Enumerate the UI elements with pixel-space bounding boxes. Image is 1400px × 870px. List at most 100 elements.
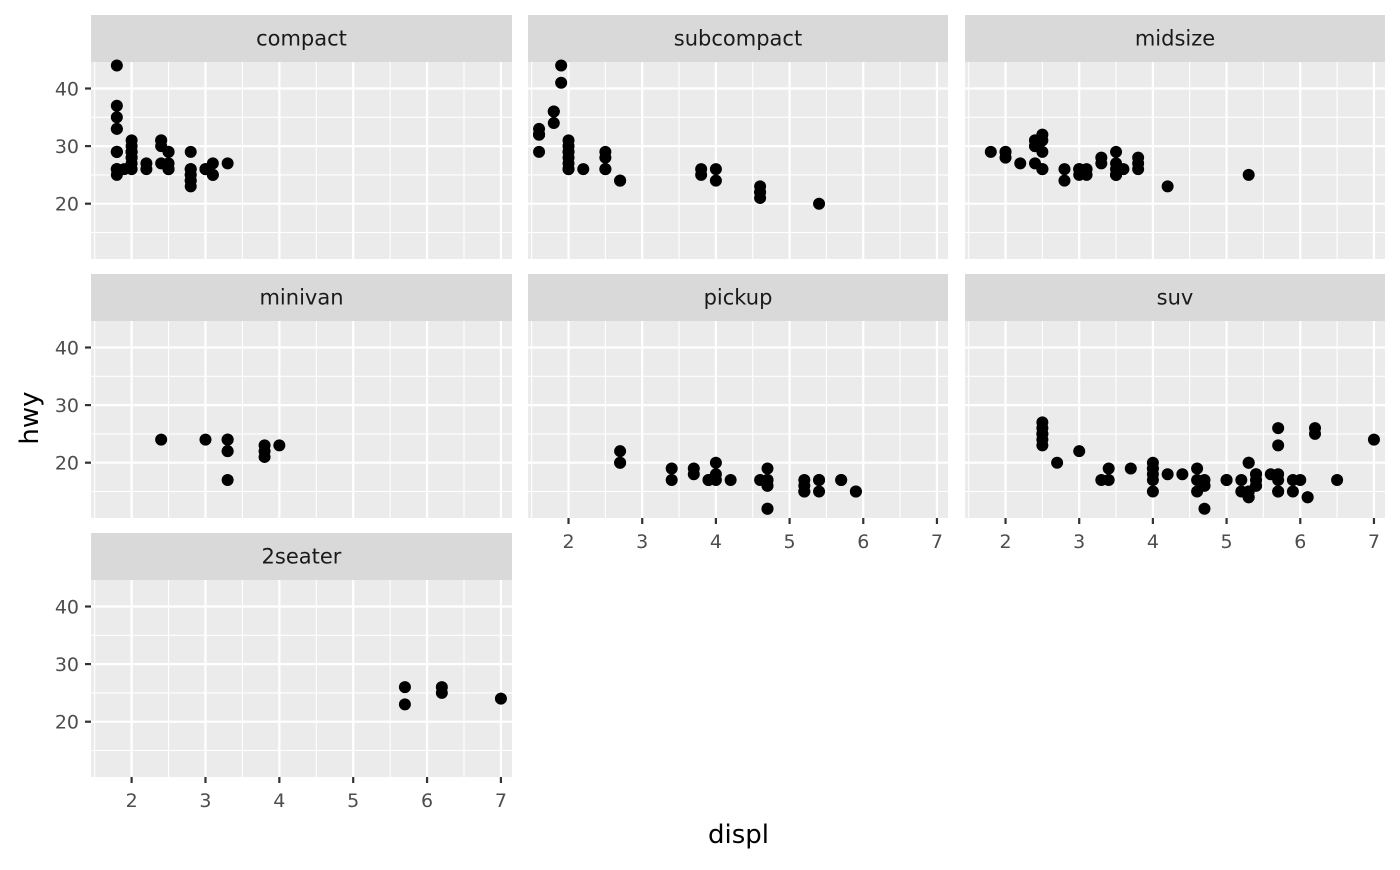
- data-point: [1095, 157, 1108, 170]
- x-tick-label: 5: [347, 790, 359, 812]
- data-point: [813, 485, 826, 498]
- x-tick-label: 7: [495, 790, 507, 812]
- data-point: [614, 445, 627, 458]
- x-tick-label: 3: [199, 790, 211, 812]
- data-point: [1036, 422, 1049, 435]
- data-point: [562, 145, 575, 158]
- x-axis-title: displ: [708, 820, 769, 850]
- data-point: [110, 59, 123, 72]
- data-point: [162, 157, 175, 170]
- data-point: [1161, 468, 1174, 481]
- data-point: [1220, 473, 1233, 486]
- data-point: [1146, 468, 1159, 481]
- x-tick-label: 4: [273, 790, 285, 812]
- data-point: [162, 145, 175, 158]
- data-point: [577, 163, 590, 176]
- data-point: [1058, 174, 1071, 187]
- x-tick-label: 2: [562, 531, 574, 553]
- x-tick-label: 6: [857, 531, 869, 553]
- facet-strip-label: pickup: [704, 286, 773, 310]
- data-point: [665, 462, 678, 475]
- data-point: [1102, 473, 1115, 486]
- facet-strip: [91, 274, 512, 321]
- x-tick-label: 7: [1368, 531, 1380, 553]
- data-point: [1073, 445, 1086, 458]
- data-point: [1286, 485, 1299, 498]
- facet-panel-subcompact: subcompact: [528, 15, 948, 259]
- data-point: [1058, 163, 1071, 176]
- y-tick-label: 30: [55, 395, 79, 417]
- data-point: [984, 145, 997, 158]
- data-point: [1102, 462, 1115, 475]
- data-point: [555, 59, 568, 72]
- data-point: [1242, 168, 1255, 181]
- y-tick-label: 20: [55, 712, 79, 734]
- panel-background: [528, 62, 948, 259]
- data-point: [125, 163, 138, 176]
- facet-panel-compact: compact: [91, 15, 512, 259]
- data-point: [1191, 462, 1204, 475]
- panel-background: [965, 321, 1385, 518]
- data-point: [1331, 473, 1344, 486]
- facet-panel-2seater: 2seater: [91, 533, 512, 777]
- facet-strip-label: midsize: [1135, 27, 1215, 51]
- data-point: [1250, 479, 1263, 492]
- data-point: [1301, 491, 1314, 504]
- data-point: [1110, 145, 1123, 158]
- data-point: [258, 450, 271, 463]
- data-point: [547, 117, 560, 130]
- data-point: [1242, 491, 1255, 504]
- data-point: [1250, 468, 1263, 481]
- facet-strip: [528, 15, 948, 62]
- facet-strip: [965, 274, 1385, 321]
- data-point: [110, 111, 123, 124]
- data-point: [1110, 168, 1123, 181]
- axes: 20 30 40 20 30 40 2 3 4 5 6 7 2 3 4 5 6 7 20 30 40 2 3 4 5 6 7: [55, 78, 1380, 812]
- x-tick-label: 6: [1294, 531, 1306, 553]
- facet-strip: [965, 15, 1385, 62]
- data-point: [1146, 456, 1159, 469]
- data-point: [709, 163, 722, 176]
- data-point: [1235, 473, 1248, 486]
- x-tick-label: 5: [1221, 531, 1233, 553]
- data-point: [709, 174, 722, 187]
- panel-background: [528, 321, 948, 518]
- data-point: [110, 145, 123, 158]
- data-point: [110, 99, 123, 112]
- data-point: [599, 151, 612, 164]
- data-point: [199, 163, 212, 176]
- x-tick-label: 6: [421, 790, 433, 812]
- data-point: [562, 134, 575, 147]
- data-point: [125, 145, 138, 158]
- data-point: [695, 168, 708, 181]
- data-point: [155, 433, 168, 446]
- data-point: [184, 145, 197, 158]
- x-tick-label: 2: [999, 531, 1011, 553]
- x-tick-label: 4: [710, 531, 722, 553]
- data-point: [813, 473, 826, 486]
- data-point: [1242, 456, 1255, 469]
- data-point: [1309, 427, 1321, 440]
- data-point: [221, 433, 234, 446]
- data-point: [1272, 422, 1285, 435]
- data-point: [184, 180, 197, 193]
- facet-strip-label: 2seater: [262, 545, 342, 569]
- data-point: [813, 197, 826, 210]
- data-point: [835, 473, 848, 486]
- data-point: [221, 473, 234, 486]
- panel-background: [965, 62, 1385, 259]
- data-point: [1080, 168, 1093, 181]
- facet-strip-label: compact: [256, 27, 347, 51]
- data-point: [1198, 502, 1211, 515]
- data-point: [547, 105, 560, 118]
- data-point: [1124, 462, 1137, 475]
- data-point: [849, 485, 862, 498]
- data-point: [1286, 473, 1299, 486]
- data-point: [258, 439, 271, 452]
- x-tick-label: 3: [636, 531, 648, 553]
- data-point: [221, 157, 234, 170]
- data-point: [687, 468, 700, 481]
- data-point: [999, 145, 1012, 158]
